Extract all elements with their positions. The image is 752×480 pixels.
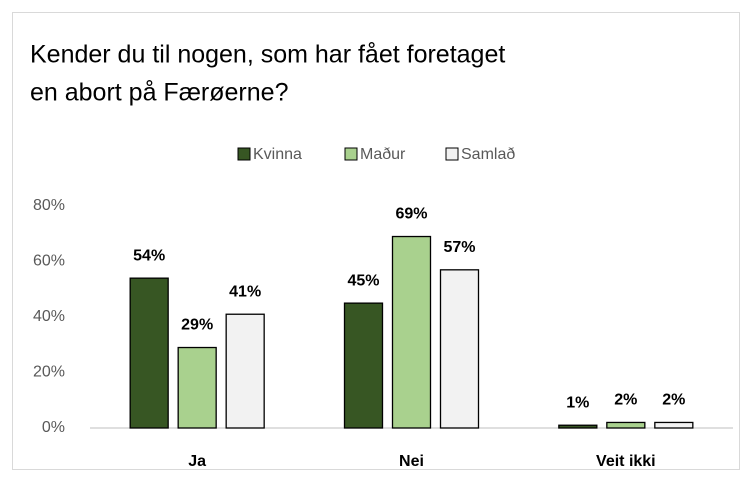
chart-title: en abort på Færøerne? (30, 79, 288, 107)
legend-label: Samlað (461, 146, 515, 163)
y-tick-label: 0% (42, 419, 65, 436)
bar (225, 313, 265, 429)
x-tick-label: Nei (399, 453, 424, 470)
y-tick-label: 20% (33, 364, 65, 381)
x-tick-label: Veit ikki (596, 453, 656, 470)
y-tick-label: 60% (33, 253, 65, 270)
value-label: 2% (662, 392, 685, 409)
bar (343, 302, 384, 429)
x-tick-label: Ja (188, 453, 206, 470)
legend-swatch (237, 147, 251, 161)
value-label: 2% (614, 392, 637, 409)
bar (439, 269, 480, 429)
legend-label: Kvinna (253, 146, 302, 163)
value-label: 54% (133, 247, 165, 264)
bar (606, 421, 646, 429)
bar (654, 421, 694, 429)
value-label: 69% (395, 206, 427, 223)
chart-title: Kender du til nogen, som har fået foreta… (30, 41, 505, 69)
value-label: 29% (181, 317, 213, 334)
value-label: 45% (347, 272, 379, 289)
bar (129, 277, 169, 429)
y-tick-label: 80% (33, 197, 65, 214)
value-label: 57% (443, 239, 475, 256)
bar (177, 346, 217, 429)
value-label: 41% (229, 283, 261, 300)
legend-label: Maður (360, 146, 406, 163)
y-tick-label: 40% (33, 308, 65, 325)
value-label: 1% (566, 394, 589, 411)
legend-swatch (344, 147, 358, 161)
bar (391, 235, 432, 429)
legend-swatch (445, 147, 459, 161)
bar (558, 424, 598, 429)
